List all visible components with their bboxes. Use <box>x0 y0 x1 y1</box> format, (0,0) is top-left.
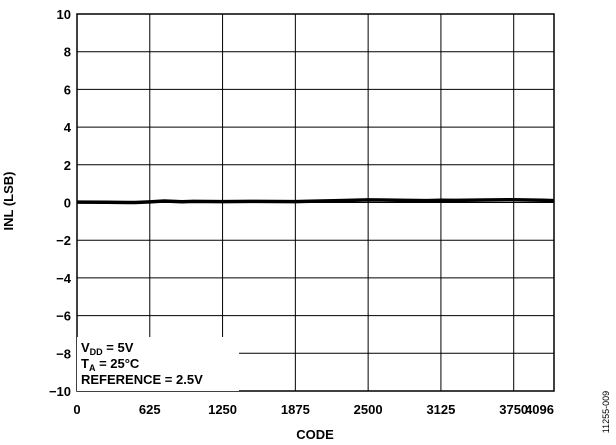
x-tick-label: 1250 <box>208 402 237 417</box>
y-tick-label: −2 <box>56 233 71 248</box>
y-tick-label: 6 <box>64 82 71 97</box>
x-tick-label: 625 <box>139 402 161 417</box>
x-tick-label: 2500 <box>354 402 383 417</box>
y-tick-label: 10 <box>57 7 71 22</box>
conditions-box: VDD = 5V TA = 25°C REFERENCE = 2.5V <box>77 337 239 391</box>
x-tick-label: 4096 <box>525 402 554 417</box>
inl-series-line <box>76 197 555 205</box>
y-tick-label: −4 <box>56 271 72 286</box>
y-tick-label: −8 <box>56 346 71 361</box>
y-tick-label: 8 <box>64 45 71 60</box>
x-tick-label: 3750 <box>499 402 528 417</box>
conditions-box-bg <box>77 337 239 391</box>
y-tick-label: −10 <box>49 384 71 399</box>
x-tick-label: 3125 <box>426 402 455 417</box>
y-tick-label: 0 <box>64 196 71 211</box>
figure-code: 11255-009 <box>601 391 611 433</box>
condition-ta: TA = 25°C <box>81 356 140 373</box>
condition-vdd: VDD = 5V <box>81 340 134 357</box>
y-tick-label: −6 <box>56 309 71 324</box>
y-tick-label: 4 <box>64 120 72 135</box>
x-tick-label: 0 <box>73 402 80 417</box>
x-axis-title: CODE <box>296 427 334 442</box>
condition-reference: REFERENCE = 2.5V <box>81 372 203 387</box>
x-tick-label: 1875 <box>281 402 310 417</box>
y-tick-label: 2 <box>64 158 71 173</box>
y-axis-title: INL (LSB) <box>1 172 16 231</box>
y-tick-labels: 10 8 6 4 2 0 −2 −4 −6 −8 −10 <box>49 7 72 399</box>
